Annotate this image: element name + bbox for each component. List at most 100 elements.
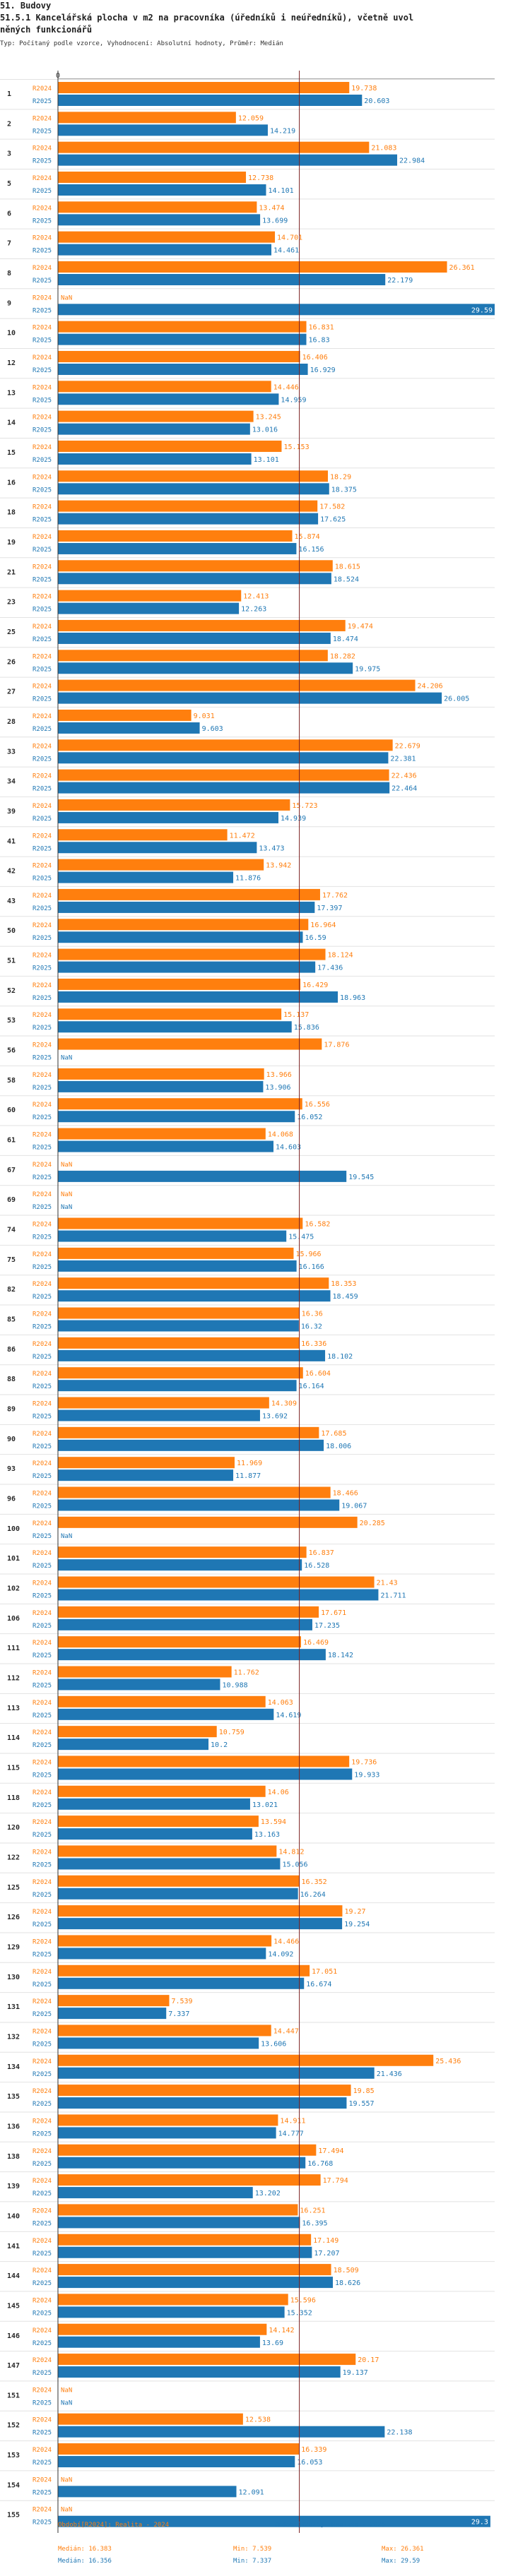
series-label-r2025: R2025 bbox=[33, 2430, 52, 2437]
series-label-r2025: R2025 bbox=[33, 2101, 52, 2108]
series-label-r2024: R2024 bbox=[33, 1431, 52, 1438]
row-code-label: 41 bbox=[7, 837, 16, 845]
bar-r2024 bbox=[58, 82, 350, 93]
value-label-r2024: 18.29 bbox=[330, 473, 351, 481]
series-label-r2024: R2024 bbox=[33, 2178, 52, 2185]
bar-r2024 bbox=[58, 1247, 294, 1259]
bar-r2024 bbox=[58, 381, 271, 393]
bar-r2024 bbox=[58, 1307, 300, 1319]
bar-r2025 bbox=[58, 2426, 385, 2438]
value-label-r2024: 15.723 bbox=[292, 802, 317, 810]
bar-r2024 bbox=[58, 231, 276, 243]
row-code-label: 135 bbox=[7, 2093, 20, 2101]
series-label-r2024: R2024 bbox=[33, 474, 52, 481]
value-label-r2025: 16.264 bbox=[300, 1891, 326, 1899]
value-label-r2024: 14.466 bbox=[273, 1938, 299, 1945]
value-label-r2024: 16.352 bbox=[302, 1878, 327, 1886]
value-label-r2024: 14.812 bbox=[278, 1848, 304, 1856]
series-label-r2025: R2025 bbox=[33, 2071, 52, 2078]
bar-r2024 bbox=[58, 1666, 232, 1678]
series-label-r2025: R2025 bbox=[33, 278, 52, 285]
bar-r2024 bbox=[58, 590, 242, 602]
bar-r2025 bbox=[58, 573, 331, 585]
value-label-r2024: 16.469 bbox=[303, 1639, 329, 1647]
value-label-r2024: 17.671 bbox=[321, 1609, 346, 1617]
bar-r2024 bbox=[58, 919, 309, 931]
row-code-label: 23 bbox=[7, 599, 16, 607]
series-label-r2024: R2024 bbox=[33, 1849, 52, 1856]
value-label-r2025: 13.163 bbox=[254, 1831, 280, 1839]
value-label-r2024: 16.36 bbox=[302, 1311, 323, 1318]
row-code-label: 122 bbox=[7, 1854, 20, 1861]
bar-r2024 bbox=[58, 1546, 307, 1558]
bar-r2025 bbox=[58, 692, 442, 704]
value-label-r2024: 22.679 bbox=[395, 742, 420, 750]
bar-r2025 bbox=[58, 2127, 276, 2139]
series-label-r2025: R2025 bbox=[33, 845, 52, 852]
series-label-r2025: R2025 bbox=[33, 726, 52, 733]
bar-r2025 bbox=[58, 2306, 285, 2318]
value-label-r2025: 18.524 bbox=[334, 576, 359, 583]
row-code-label: 26 bbox=[7, 658, 16, 666]
value-label-r2025: 22.138 bbox=[387, 2429, 412, 2437]
row-code-label: 120 bbox=[7, 1824, 20, 1832]
bar-r2025 bbox=[58, 722, 200, 734]
legend-r2024-median: Medián: 16.383 bbox=[58, 2546, 112, 2553]
value-label-r2025: 16.395 bbox=[302, 2219, 327, 2227]
value-label-r2024: 11.472 bbox=[230, 832, 255, 840]
row-code-label: 144 bbox=[7, 2272, 20, 2280]
bar-r2024 bbox=[58, 1367, 303, 1379]
series-label-r2024: R2024 bbox=[33, 1042, 52, 1049]
bar-r2025 bbox=[58, 2515, 490, 2527]
series-label-r2025: R2025 bbox=[33, 2459, 52, 2467]
legend-r2024-label: Období[R2024]: Realita - 2024 bbox=[58, 2522, 170, 2529]
value-label-r2024: 18.509 bbox=[334, 2267, 359, 2274]
value-label-r2024: 19.736 bbox=[351, 1758, 377, 1766]
value-label-r2024: 20.285 bbox=[360, 1520, 385, 1527]
series-label-r2025: R2025 bbox=[33, 2280, 52, 2287]
value-label-r2024: 16.251 bbox=[300, 2207, 325, 2214]
bar-r2025 bbox=[58, 333, 307, 345]
series-label-r2024: R2024 bbox=[33, 1938, 52, 1945]
bar-r2024 bbox=[58, 978, 301, 990]
bar-r2025 bbox=[58, 1290, 331, 1302]
value-label-r2025: 9.603 bbox=[202, 725, 223, 733]
series-label-r2024: R2024 bbox=[33, 1789, 52, 1796]
row-code-label: 14 bbox=[7, 419, 16, 427]
series-label-r2025: R2025 bbox=[33, 1473, 52, 1480]
bar-r2025 bbox=[58, 1678, 220, 1690]
value-label-r2024: 16.604 bbox=[305, 1370, 331, 1378]
row-code-label: 129 bbox=[7, 1943, 20, 1951]
series-label-r2024: R2024 bbox=[33, 1371, 52, 1378]
value-label-r2025: 14.219 bbox=[270, 127, 295, 135]
bar-r2024 bbox=[58, 859, 264, 871]
bar-r2025 bbox=[58, 2336, 260, 2348]
value-label-r2024: 17.876 bbox=[324, 1042, 349, 1049]
series-label-r2025: R2025 bbox=[33, 2340, 52, 2347]
series-label-r2025: R2025 bbox=[33, 1742, 52, 1749]
series-label-r2025: R2025 bbox=[33, 1623, 52, 1630]
value-label-r2025: 14.777 bbox=[278, 2130, 304, 2137]
series-label-r2025: R2025 bbox=[33, 2310, 52, 2317]
row-code-label: 28 bbox=[7, 718, 16, 726]
bar-r2025 bbox=[58, 961, 316, 973]
series-label-r2024: R2024 bbox=[33, 773, 52, 780]
value-label-r2024: 16.582 bbox=[305, 1221, 330, 1229]
bar-r2025 bbox=[58, 602, 240, 614]
value-label-r2024: 16.831 bbox=[309, 324, 334, 332]
value-label-r2025: 11.876 bbox=[235, 875, 261, 883]
series-label-r2025: R2025 bbox=[33, 1563, 52, 1570]
series-label-r2024: R2024 bbox=[33, 863, 52, 870]
row-code-label: 58 bbox=[7, 1077, 16, 1085]
bar-r2025 bbox=[58, 2157, 306, 2169]
nan-label-r2024: NaN bbox=[61, 294, 72, 302]
row-code-label: 52 bbox=[7, 987, 16, 995]
bar-r2025 bbox=[58, 154, 398, 166]
series-label-r2024: R2024 bbox=[33, 743, 52, 750]
value-label-r2025: 14.461 bbox=[273, 247, 299, 255]
bar-r2024 bbox=[58, 2234, 312, 2246]
value-label-r2024: 16.964 bbox=[310, 922, 336, 929]
value-label-r2024: 16.429 bbox=[302, 982, 328, 989]
value-label-r2025: 7.337 bbox=[168, 2010, 189, 2018]
value-label-r2024: 18.124 bbox=[328, 952, 353, 960]
